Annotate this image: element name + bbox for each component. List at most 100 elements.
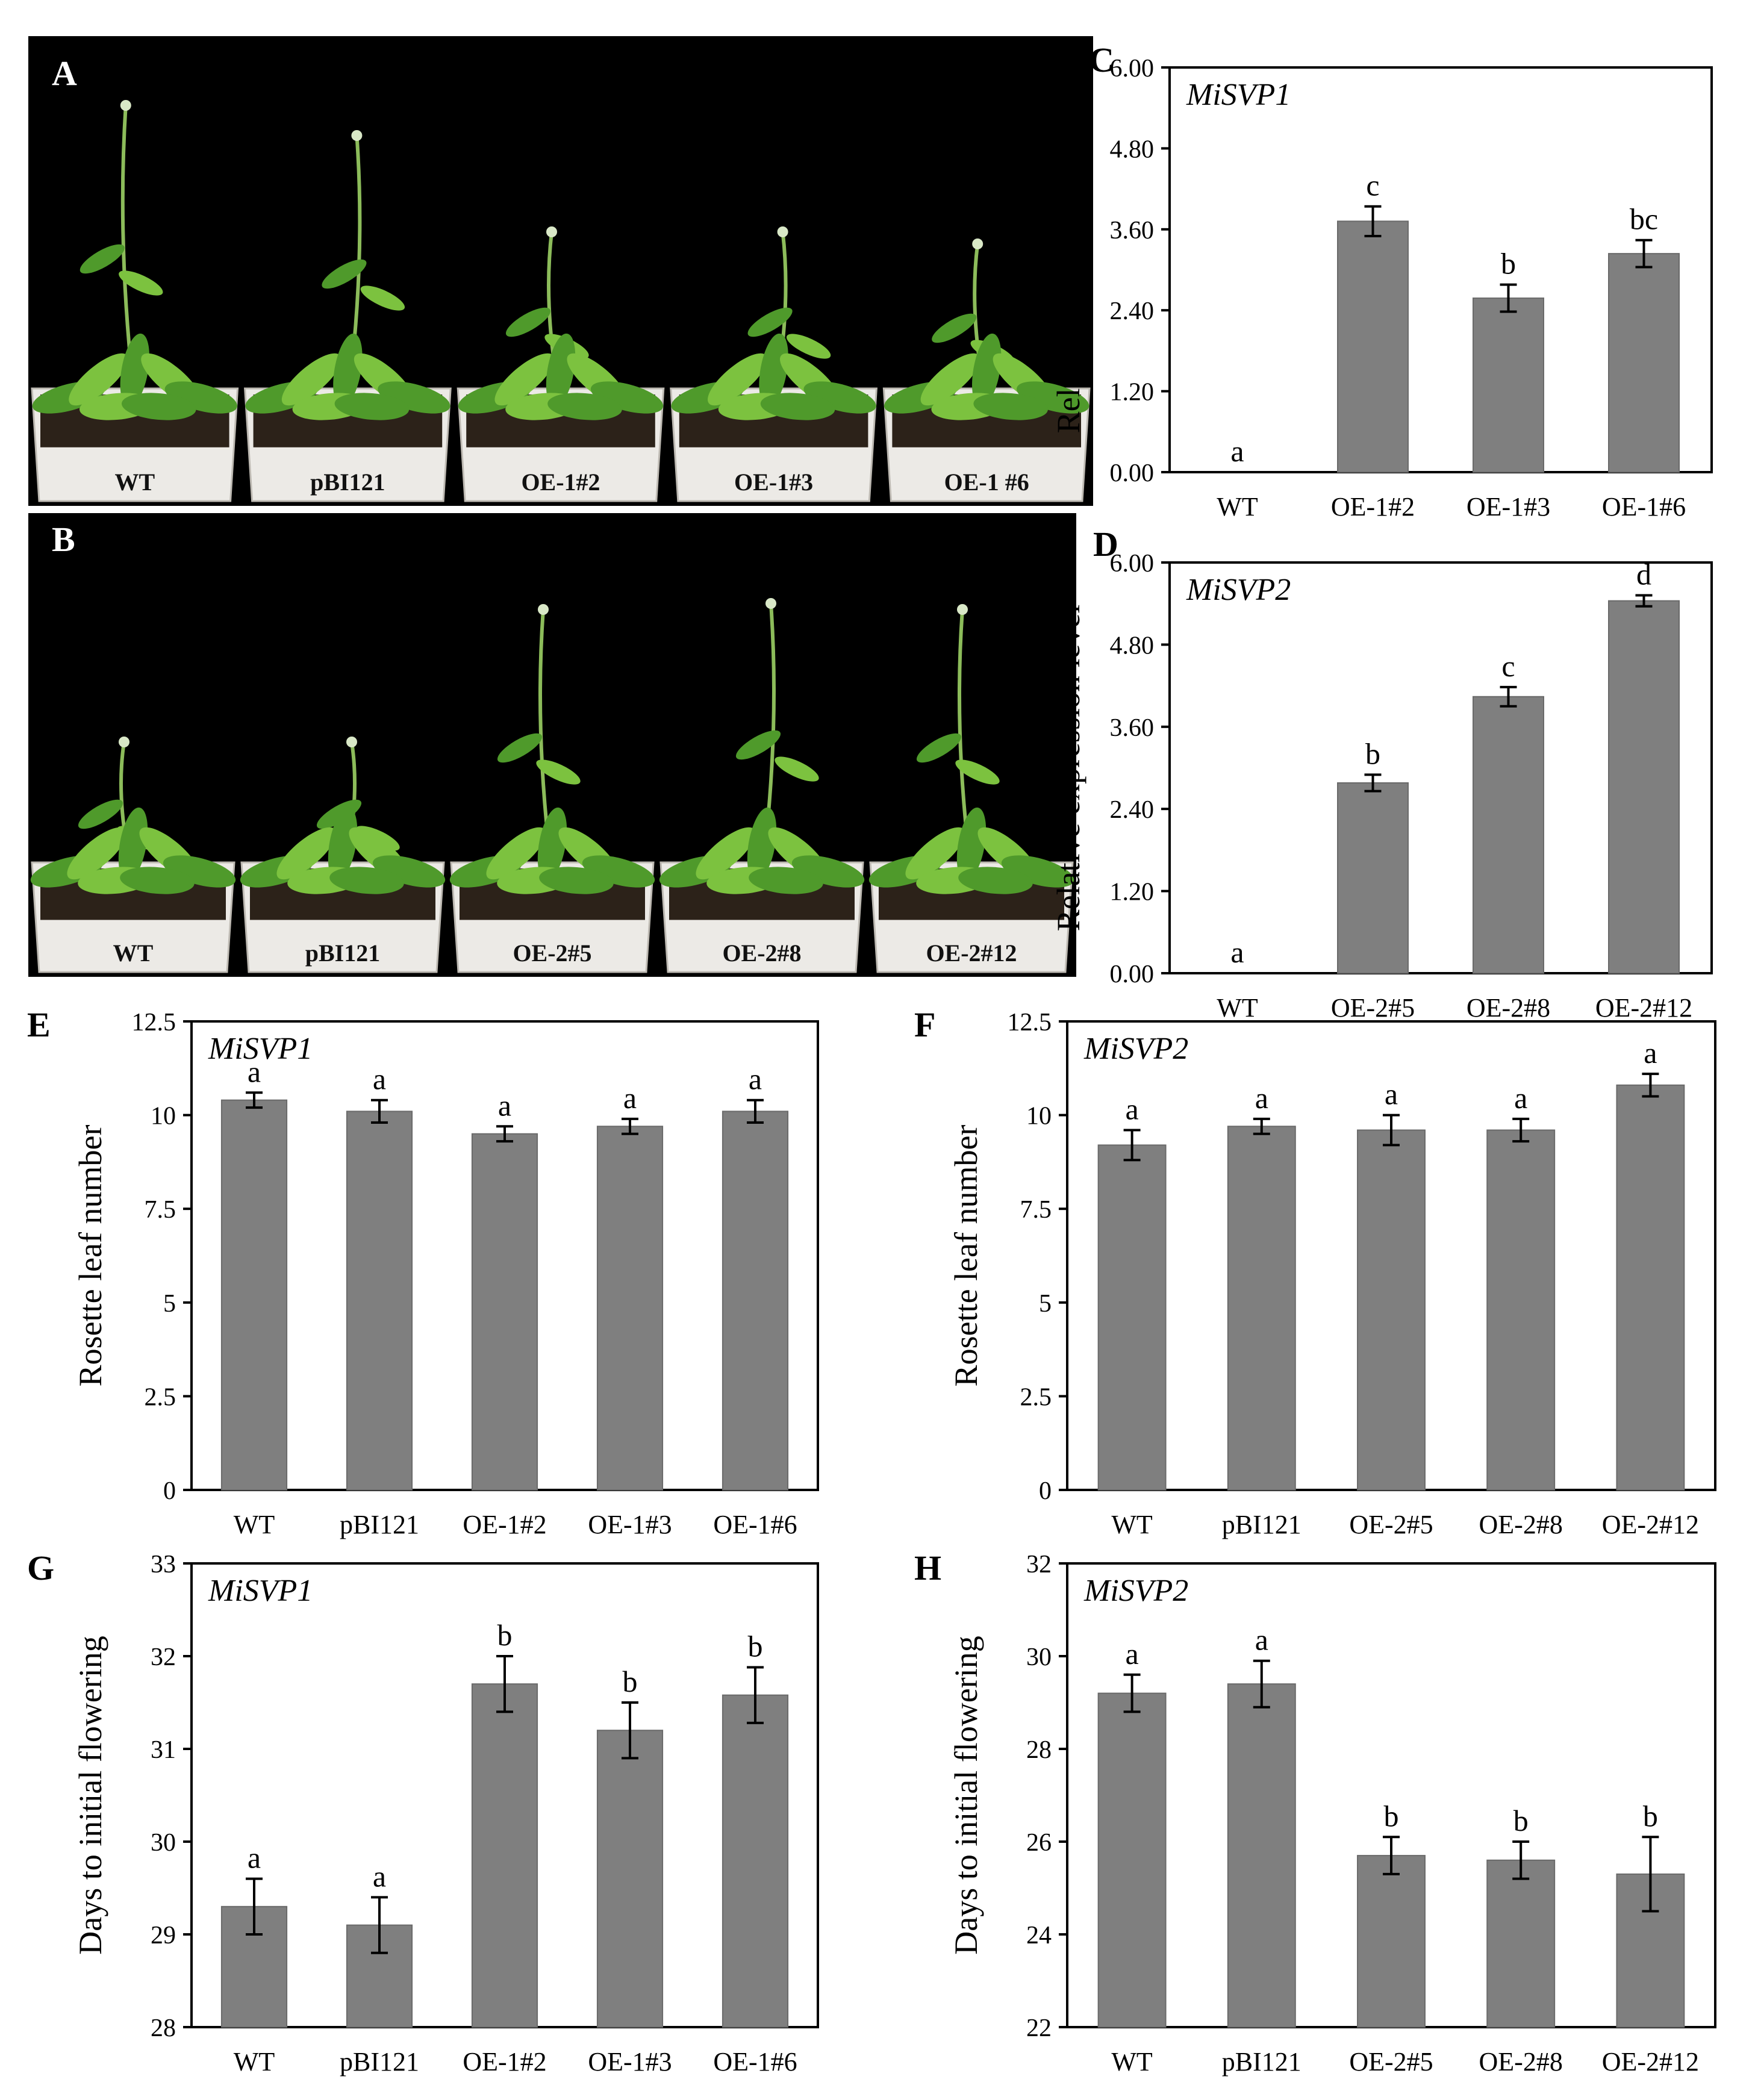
y-tick-label: 2.40 bbox=[1110, 796, 1155, 824]
panel-letter-c: C bbox=[1089, 40, 1114, 79]
x-tick-label: OE-1#2 bbox=[463, 1510, 546, 1539]
x-tick-label: WT bbox=[234, 1510, 275, 1539]
significance-letter: b bbox=[1643, 1799, 1658, 1833]
rosette-leaf bbox=[708, 353, 768, 406]
rosette-leaf bbox=[920, 353, 980, 406]
bar bbox=[722, 1694, 789, 2028]
bar bbox=[722, 1111, 789, 1491]
rosette-leaf bbox=[163, 855, 236, 888]
chart-title: MiSVP2 bbox=[1083, 1574, 1188, 1608]
chart-h: 22 24 26 28 30 32 Days to initial flowering MiS… bbox=[948, 1551, 1716, 2077]
bar bbox=[346, 1111, 413, 1491]
y-axis-label: Days to initial flowering bbox=[72, 1636, 108, 1954]
x-tick-label: OE-1#3 bbox=[588, 1510, 672, 1539]
significance-letter: a bbox=[248, 1055, 261, 1088]
chart-d: 0.00 1.20 2.40 3.60 4.80 6.00 Relative express… bbox=[1050, 550, 1713, 1023]
x-tick-label: OE-1#6 bbox=[713, 1510, 797, 1539]
significance-letter: b bbox=[1513, 1804, 1529, 1837]
flower-bud bbox=[765, 598, 776, 609]
rosette-leaf bbox=[328, 807, 358, 882]
bar bbox=[596, 1126, 664, 1491]
y-tick-label: 33 bbox=[151, 1551, 176, 1578]
plot-frame bbox=[1168, 66, 1713, 473]
significance-letter: d bbox=[1636, 558, 1651, 591]
y-tick-label: 22 bbox=[1026, 2014, 1052, 2042]
pot-label: WT bbox=[114, 469, 155, 496]
y-tick-label: 2.40 bbox=[1110, 298, 1155, 325]
rosette-leaf bbox=[546, 333, 576, 408]
x-tick-label: WT bbox=[1217, 492, 1258, 522]
x-tick-label: OE-1#6 bbox=[713, 2047, 797, 2077]
cauline-leaf bbox=[505, 307, 551, 337]
rosette-leaf bbox=[120, 867, 195, 894]
rosette-leaf bbox=[118, 807, 148, 882]
bar bbox=[1473, 298, 1544, 473]
x-tick-label: WT bbox=[1111, 1510, 1153, 1539]
y-tick-label: 1.20 bbox=[1110, 879, 1155, 906]
y-tick-label: 12.5 bbox=[132, 1009, 176, 1036]
cauline-leaf bbox=[786, 334, 831, 359]
plant-pot-4: OE-1 #6 bbox=[882, 238, 1091, 502]
y-tick-label: 32 bbox=[1026, 1551, 1052, 1578]
plant-pot-2: OE-1#2 bbox=[457, 226, 665, 502]
significance-letter: a bbox=[623, 1081, 637, 1115]
x-tick-label: pBI121 bbox=[1222, 2047, 1301, 2077]
x-tick-label: OE-2#5 bbox=[1349, 1510, 1433, 1539]
x-tick-label: OE-2#12 bbox=[1602, 2047, 1699, 2077]
significance-letter: a bbox=[1255, 1081, 1268, 1115]
bar bbox=[1337, 782, 1409, 974]
y-tick-label: 29 bbox=[151, 1922, 176, 1949]
pot-label: OE-1#2 bbox=[521, 469, 600, 496]
rosette-leaf bbox=[333, 333, 363, 408]
significance-letter: a bbox=[498, 1088, 511, 1122]
cauline-leaf bbox=[497, 733, 543, 763]
significance-letter: a bbox=[1385, 1077, 1398, 1111]
rosette-leaf bbox=[803, 381, 876, 414]
x-tick-label: OE-1#2 bbox=[1331, 492, 1415, 522]
pot-label: pBI121 bbox=[310, 469, 385, 496]
bar bbox=[1097, 1144, 1167, 1491]
y-tick-label: 0 bbox=[163, 1477, 176, 1505]
significance-letter: bc bbox=[1630, 202, 1658, 236]
cauline-leaf bbox=[932, 313, 977, 343]
significance-letter: b bbox=[1384, 1799, 1399, 1833]
photo-b-plants: WT pBI121 OE-2#5 OE-2#8 OE-2#12 bbox=[30, 598, 1074, 973]
cauline-leaf bbox=[955, 759, 1000, 785]
rosette-leaf bbox=[67, 827, 127, 880]
pot-label: WT bbox=[113, 939, 154, 967]
flower-bud bbox=[777, 226, 788, 237]
chart-title: MiSVP2 bbox=[1083, 1032, 1188, 1066]
chart-c: 0.00 1.20 2.40 3.60 4.80 6.00 Relative express… bbox=[1050, 55, 1713, 522]
x-tick-label: OE-2#5 bbox=[1331, 993, 1415, 1023]
rosette-leaf bbox=[69, 353, 129, 406]
cauline-leaf bbox=[316, 799, 362, 829]
significance-letter: a bbox=[1514, 1081, 1527, 1115]
rosette-leaf bbox=[696, 827, 756, 880]
bar bbox=[1337, 220, 1409, 473]
bar bbox=[220, 1099, 288, 1491]
y-tick-label: 5 bbox=[163, 1290, 176, 1318]
x-tick-label: OE-2#8 bbox=[1467, 993, 1550, 1023]
rosette-leaf bbox=[329, 867, 404, 894]
pot-label: OE-2#8 bbox=[722, 939, 801, 967]
y-tick-label: 0.00 bbox=[1110, 460, 1155, 487]
cauline-leaf bbox=[78, 799, 123, 829]
x-tick-label: OE-1#3 bbox=[588, 2047, 672, 2077]
y-tick-label: 2.5 bbox=[145, 1383, 176, 1411]
bar bbox=[1227, 1683, 1296, 2028]
x-tick-label: WT bbox=[234, 2047, 275, 2077]
bar bbox=[1357, 1855, 1426, 2028]
significance-letter: b bbox=[1365, 737, 1380, 770]
plant-pot-1: pBI121 bbox=[244, 130, 452, 502]
y-tick-label: 10 bbox=[1026, 1103, 1052, 1130]
plant-pot-0: WT bbox=[31, 100, 239, 502]
plant-pot-4: OE-2#12 bbox=[868, 604, 1074, 973]
y-tick-label: 10 bbox=[151, 1103, 176, 1130]
chart-g: 28 29 30 31 32 33 Days to initial flowering MiS… bbox=[72, 1551, 819, 2077]
x-tick-label: OE-2#8 bbox=[1479, 1510, 1563, 1539]
plant-pot-3: OE-1#3 bbox=[670, 226, 878, 502]
bar bbox=[596, 1730, 664, 2028]
y-tick-label: 5 bbox=[1039, 1290, 1052, 1318]
pot-label: OE-2#5 bbox=[513, 939, 591, 967]
